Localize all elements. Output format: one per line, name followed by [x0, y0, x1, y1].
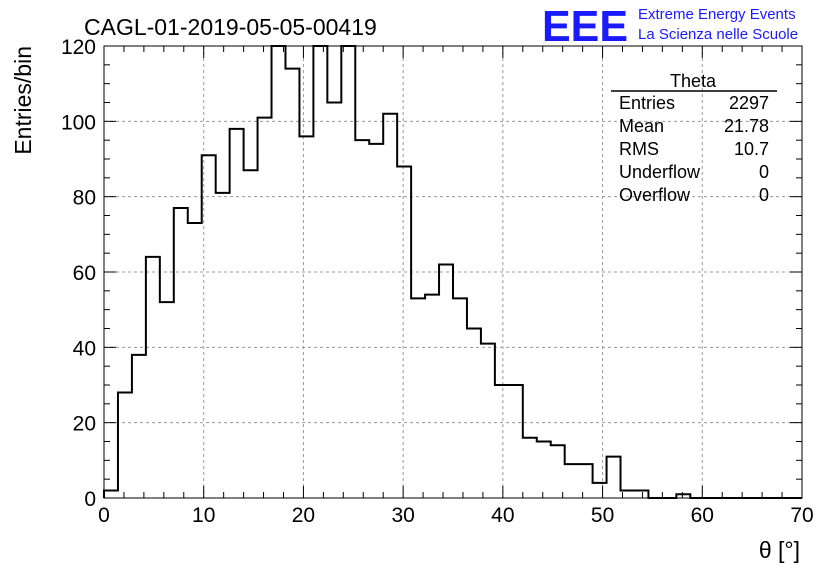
- histogram-bin: [355, 140, 369, 498]
- histogram-bin: [216, 193, 230, 498]
- stats-label: Overflow: [619, 185, 691, 205]
- histogram-bin: [411, 298, 425, 498]
- run-title: CAGL-01-2019-05-05-00419: [84, 14, 377, 40]
- histogram-bin: [272, 46, 286, 498]
- histogram-bin: [607, 457, 621, 498]
- y-tick-label: 60: [73, 262, 96, 285]
- stats-label: RMS: [619, 139, 659, 159]
- stats-value: 10.7: [734, 139, 769, 159]
- histogram-bin: [202, 155, 216, 498]
- axis-ticks: [103, 45, 803, 499]
- histogram-bin: [132, 355, 146, 498]
- histogram-bin: [118, 393, 132, 498]
- histogram-bin: [579, 464, 593, 498]
- histogram-bin: [313, 46, 327, 498]
- logo-line1: Extreme Energy Events: [638, 6, 796, 23]
- y-tick-label: 40: [73, 337, 96, 360]
- stats-value: 2297: [729, 93, 769, 113]
- stats-value: 0: [759, 185, 769, 205]
- x-tick-label: 70: [790, 504, 813, 527]
- histogram-bin: [523, 438, 537, 498]
- y-tick-label: 0: [84, 488, 96, 511]
- histogram-bin: [565, 464, 579, 498]
- histogram-outline: [103, 45, 802, 499]
- histogram-bin: [453, 298, 467, 498]
- histogram-bin: [495, 385, 509, 498]
- histogram-bin: [285, 69, 299, 498]
- x-tick-label: 60: [691, 504, 714, 527]
- logo-eee: EEE: [542, 2, 628, 51]
- x-tick-label: 30: [391, 504, 414, 527]
- histogram-bin: [174, 208, 188, 498]
- histogram-bin: [160, 302, 174, 498]
- x-tick-label: 10: [192, 504, 215, 527]
- stats-label: Underflow: [619, 162, 701, 182]
- histogram-bin: [258, 118, 272, 498]
- histogram-bin: [146, 257, 160, 498]
- histogram-bin: [509, 385, 523, 498]
- x-tick-label: 50: [591, 504, 614, 527]
- histogram-bin: [341, 46, 355, 498]
- histogram-bin: [481, 344, 495, 498]
- histogram-bin: [397, 167, 411, 498]
- histogram-series: [103, 45, 802, 499]
- histogram-bin: [369, 144, 383, 498]
- histogram-bin: [299, 136, 313, 498]
- histogram-bin: [551, 445, 565, 498]
- x-axis-title: θ [°]: [759, 537, 800, 563]
- histogram-bin: [634, 490, 648, 498]
- x-tick-labels: 0 10 20 30 40 50 60 70: [98, 504, 814, 527]
- histogram-bin: [383, 114, 397, 498]
- x-tick-label: 0: [98, 504, 110, 527]
- x-tick-label: 40: [491, 504, 514, 527]
- histogram-bin: [104, 490, 118, 498]
- stats-value: 0: [759, 162, 769, 182]
- y-tick-label: 20: [73, 413, 96, 436]
- stats-label: Mean: [619, 116, 664, 136]
- histogram-bin: [537, 442, 551, 499]
- histogram-bin: [230, 129, 244, 498]
- y-tick-label: 100: [61, 111, 96, 134]
- histogram-bin: [439, 264, 453, 498]
- stats-label: Entries: [619, 93, 675, 113]
- y-tick-label: 80: [73, 187, 96, 210]
- histogram-bin: [327, 103, 341, 499]
- histogram-bin: [425, 295, 439, 498]
- logo-line2: La Scienza nelle Scuole: [638, 26, 798, 43]
- stats-box: Theta Entries 2297 Mean 21.78 RMS 10.7 Underfl…: [611, 71, 777, 205]
- histogram-bin: [467, 329, 481, 499]
- x-tick-label: 20: [292, 504, 315, 527]
- histogram-bin: [593, 483, 607, 498]
- histogram-bin: [244, 170, 258, 498]
- histogram-bin: [188, 223, 202, 498]
- y-axis-title: Entries/bin: [10, 46, 36, 155]
- stats-title: Theta: [670, 71, 717, 91]
- y-tick-label: 120: [61, 36, 96, 59]
- y-tick-labels: 0 20 40 60 80 100 120: [61, 36, 96, 511]
- stats-value: 21.78: [724, 116, 769, 136]
